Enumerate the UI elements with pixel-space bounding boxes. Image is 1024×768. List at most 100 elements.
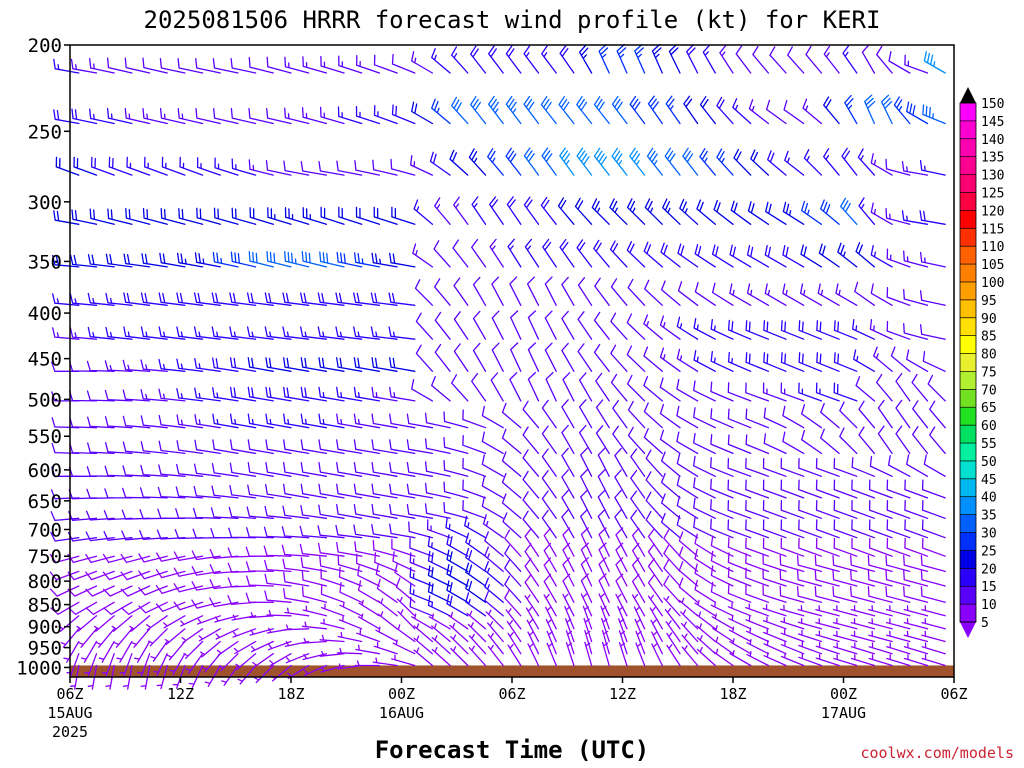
- colorbar-segment: [960, 156, 976, 176]
- wind-barb: [487, 148, 504, 176]
- wind-barb: [745, 499, 770, 519]
- wind-barb: [300, 413, 328, 429]
- wind-barb: [197, 615, 221, 625]
- wind-barb: [699, 148, 716, 176]
- wind-barb: [832, 555, 858, 573]
- wind-barb: [710, 499, 734, 519]
- wind-barb: [780, 640, 805, 655]
- wind-barb: [104, 416, 133, 429]
- colorbar-label: 140: [981, 133, 1004, 148]
- wind-barb: [851, 519, 876, 539]
- wind-barb: [89, 108, 115, 125]
- wind-barb: [643, 402, 663, 429]
- wind-barb: [252, 653, 274, 669]
- wind-barb: [193, 326, 221, 340]
- wind-barb: [903, 585, 929, 603]
- wind-barb: [762, 519, 787, 539]
- colorbar-segment: [960, 264, 976, 283]
- wind-barb: [868, 654, 893, 667]
- wind-barb: [645, 471, 663, 499]
- wind-barb: [869, 456, 893, 477]
- wind-barb: [449, 622, 469, 643]
- wind-barb: [693, 455, 716, 477]
- wind-barb: [501, 428, 522, 455]
- wind-barb: [264, 573, 292, 587]
- wind-barb: [745, 603, 770, 617]
- wind-barb: [663, 559, 681, 587]
- wind-barb: [406, 504, 434, 519]
- wind-barb: [214, 157, 239, 176]
- wind-barb: [805, 45, 823, 74]
- wind-barb: [319, 650, 345, 657]
- wind-barb: [122, 389, 151, 402]
- wind-barb: [609, 198, 628, 225]
- wind-barb: [394, 562, 416, 587]
- colorbar-segment: [960, 192, 976, 211]
- wind-barb: [250, 640, 274, 653]
- wind-barb: [664, 607, 681, 630]
- wind-barb: [246, 506, 274, 519]
- wind-barb: [855, 376, 876, 402]
- wind-barb: [876, 45, 893, 74]
- x-tick-label: 18Z: [719, 685, 746, 703]
- wind-barb: [76, 615, 98, 632]
- wind-barb: [580, 447, 593, 477]
- wind-barb: [523, 95, 540, 125]
- wind-barb: [230, 251, 257, 268]
- wind-barb: [593, 96, 610, 125]
- wind-barb: [678, 561, 699, 587]
- wind-barb: [886, 537, 911, 557]
- wind-barb: [266, 107, 292, 125]
- wind-barb: [851, 457, 876, 477]
- wind-barb: [487, 621, 504, 643]
- wind-barb: [762, 553, 787, 573]
- credit-text: coolwx.com/models: [860, 744, 1014, 762]
- wind-barb: [176, 463, 204, 477]
- wind-barb: [712, 625, 734, 643]
- wind-barb: [745, 382, 770, 402]
- wind-barb: [175, 508, 204, 519]
- wind-barb: [626, 345, 646, 372]
- wind-barb: [659, 347, 681, 372]
- wind-barb: [895, 425, 911, 455]
- wind-barb: [559, 147, 575, 176]
- wind-barb: [388, 292, 416, 306]
- wind-barb: [798, 499, 823, 519]
- wind-barb: [470, 45, 487, 74]
- wind-barb: [886, 642, 911, 655]
- wind-barb: [644, 279, 663, 306]
- ground-fill: [70, 665, 954, 677]
- wind-barb: [877, 399, 893, 429]
- wind-barb: [89, 57, 115, 74]
- wind-barb: [541, 448, 557, 477]
- wind-barb: [472, 310, 487, 340]
- wind-barb: [484, 531, 504, 557]
- wind-barb: [300, 557, 328, 573]
- colorbar-top-arrow: [960, 87, 976, 103]
- wind-barb: [485, 609, 504, 630]
- wind-barb: [867, 555, 893, 573]
- wind-barb: [164, 628, 186, 645]
- wind-barb: [762, 537, 787, 557]
- wind-barb: [413, 199, 434, 225]
- wind-barb: [735, 45, 752, 74]
- wind-barb: [577, 311, 593, 340]
- wind-barb: [798, 382, 823, 402]
- colorbar-label: 20: [981, 562, 997, 577]
- wind-barb: [676, 378, 699, 402]
- wind-barb: [371, 483, 398, 499]
- wind-barb: [922, 351, 946, 372]
- wind-barb: [796, 555, 823, 573]
- wind-barb: [763, 320, 787, 340]
- wind-barb: [558, 96, 575, 125]
- wind-barb: [87, 326, 115, 340]
- wind-barb: [209, 597, 239, 608]
- wind-barb: [680, 621, 699, 643]
- wind-barb: [763, 628, 787, 643]
- wind-barb: [593, 239, 610, 268]
- wind-barb: [842, 45, 858, 74]
- wind-barb: [192, 528, 221, 539]
- wind-barb: [373, 641, 398, 655]
- colorbar-label: 5: [981, 616, 989, 631]
